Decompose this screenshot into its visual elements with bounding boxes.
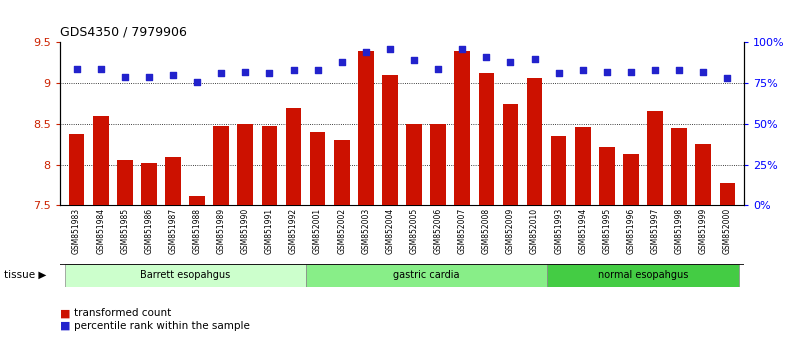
Text: GSM851984: GSM851984 — [96, 208, 105, 255]
Point — [384, 46, 396, 52]
Bar — [141, 163, 157, 205]
Text: GSM851989: GSM851989 — [217, 208, 226, 255]
Bar — [478, 73, 494, 205]
Point — [552, 70, 565, 76]
Point — [335, 59, 348, 65]
Point — [311, 67, 324, 73]
Bar — [455, 51, 470, 205]
Point — [287, 67, 300, 73]
Bar — [117, 160, 133, 205]
Point — [649, 67, 661, 73]
Text: tissue ▶: tissue ▶ — [4, 270, 46, 280]
Text: GSM851985: GSM851985 — [120, 208, 129, 255]
Text: GSM851996: GSM851996 — [626, 208, 635, 255]
Bar — [310, 132, 326, 205]
Text: GSM852009: GSM852009 — [506, 208, 515, 255]
Text: GSM851998: GSM851998 — [675, 208, 684, 255]
Text: gastric cardia: gastric cardia — [393, 270, 459, 280]
Bar — [406, 124, 422, 205]
Point — [504, 59, 517, 65]
Bar — [502, 104, 518, 205]
Text: GSM852005: GSM852005 — [409, 208, 419, 255]
Bar — [551, 136, 567, 205]
Point — [600, 69, 613, 75]
Text: GSM851987: GSM851987 — [169, 208, 178, 255]
Point — [191, 79, 204, 84]
Point — [697, 69, 710, 75]
Bar — [599, 147, 615, 205]
Point — [431, 66, 444, 72]
Text: transformed count: transformed count — [74, 308, 171, 318]
Point — [625, 69, 638, 75]
Text: GSM852002: GSM852002 — [338, 208, 346, 255]
Bar — [720, 183, 736, 205]
Text: GSM851990: GSM851990 — [241, 208, 250, 255]
Point — [142, 74, 155, 80]
Text: GSM851988: GSM851988 — [193, 208, 201, 254]
Text: ■: ■ — [60, 321, 74, 331]
Text: GSM852006: GSM852006 — [434, 208, 443, 255]
Text: GSM851999: GSM851999 — [699, 208, 708, 255]
Point — [480, 54, 493, 60]
Point — [673, 67, 685, 73]
Bar — [647, 111, 663, 205]
Bar — [189, 195, 205, 205]
Bar — [575, 127, 591, 205]
Text: GSM852004: GSM852004 — [385, 208, 395, 255]
Bar — [696, 144, 711, 205]
Point — [360, 50, 373, 55]
Text: GSM852003: GSM852003 — [361, 208, 370, 255]
Text: GSM852008: GSM852008 — [482, 208, 491, 255]
Bar — [213, 126, 229, 205]
Bar — [306, 264, 547, 287]
Text: GSM851992: GSM851992 — [289, 208, 298, 255]
Bar — [68, 134, 84, 205]
Point — [529, 56, 541, 62]
Point — [408, 58, 420, 63]
Bar — [547, 264, 739, 287]
Point — [166, 72, 179, 78]
Bar — [286, 108, 302, 205]
Text: percentile rank within the sample: percentile rank within the sample — [74, 321, 250, 331]
Point — [70, 66, 83, 72]
Point — [456, 46, 469, 52]
Text: GSM851986: GSM851986 — [144, 208, 154, 255]
Point — [576, 67, 589, 73]
Bar — [262, 126, 277, 205]
Bar — [671, 128, 687, 205]
Bar — [64, 264, 306, 287]
Text: GSM852007: GSM852007 — [458, 208, 466, 255]
Text: GSM851994: GSM851994 — [578, 208, 587, 255]
Point — [239, 69, 252, 75]
Text: GSM852001: GSM852001 — [313, 208, 322, 255]
Point — [94, 66, 107, 72]
Point — [721, 75, 734, 81]
Point — [263, 70, 275, 76]
Text: GSM852000: GSM852000 — [723, 208, 732, 255]
Text: ■: ■ — [60, 308, 74, 318]
Text: GDS4350 / 7979906: GDS4350 / 7979906 — [60, 26, 186, 39]
Text: normal esopahgus: normal esopahgus — [598, 270, 689, 280]
Point — [215, 70, 228, 76]
Text: Barrett esopahgus: Barrett esopahgus — [140, 270, 230, 280]
Bar — [237, 124, 253, 205]
Text: GSM852010: GSM852010 — [530, 208, 539, 255]
Text: GSM851983: GSM851983 — [72, 208, 81, 255]
Bar — [93, 116, 108, 205]
Bar — [358, 51, 373, 205]
Bar — [623, 154, 639, 205]
Bar — [431, 124, 446, 205]
Bar — [165, 157, 181, 205]
Bar — [334, 140, 349, 205]
Bar — [527, 78, 542, 205]
Text: GSM851997: GSM851997 — [650, 208, 660, 255]
Point — [119, 74, 131, 80]
Bar — [382, 75, 398, 205]
Text: GSM851995: GSM851995 — [603, 208, 611, 255]
Text: GSM851991: GSM851991 — [265, 208, 274, 255]
Text: GSM851993: GSM851993 — [554, 208, 563, 255]
